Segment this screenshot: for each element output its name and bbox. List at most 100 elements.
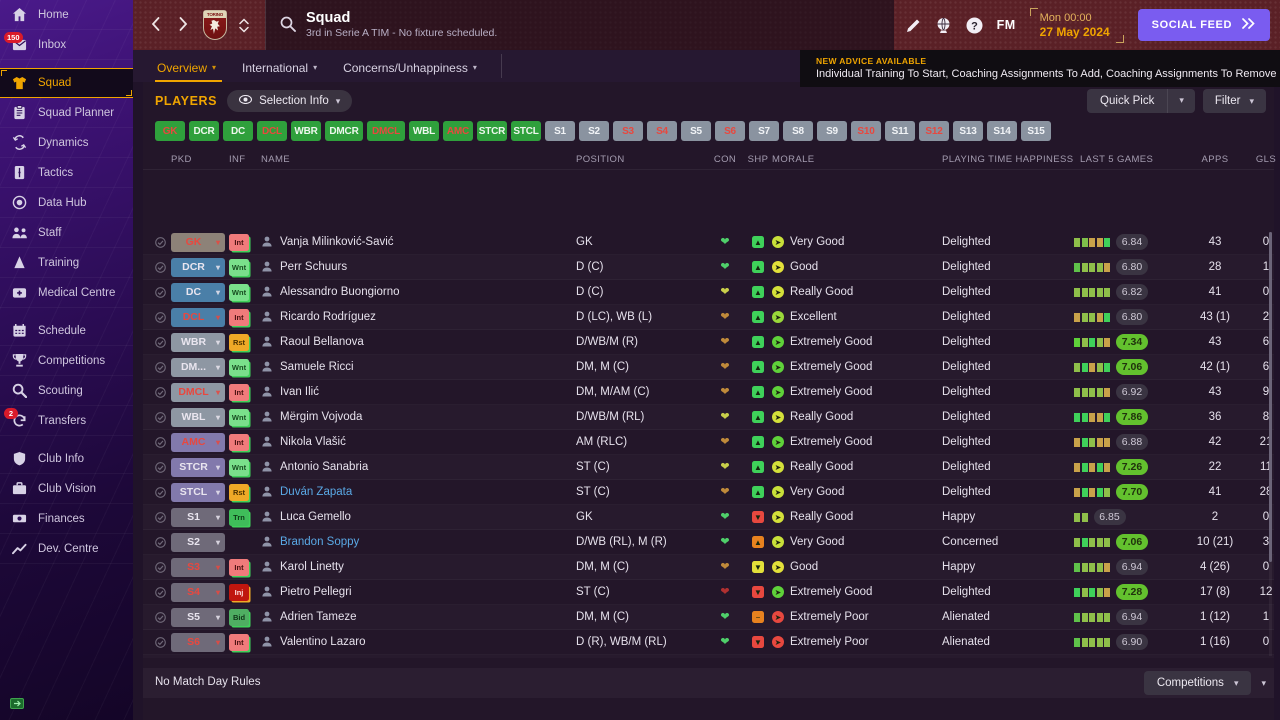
info-tag[interactable]: Wnt bbox=[229, 458, 249, 476]
position-chip-s15[interactable]: S15 bbox=[1021, 121, 1051, 141]
tab-overview[interactable]: Overview ▾ bbox=[147, 61, 232, 82]
position-chip-stcr[interactable]: STCR bbox=[477, 121, 507, 141]
player-name[interactable]: Brandon Soppy bbox=[280, 536, 360, 548]
info-tag[interactable]: Int bbox=[229, 433, 249, 451]
row-select-icon[interactable] bbox=[155, 286, 171, 298]
table-row[interactable]: S2 ▾ Brandon Soppy D/WB (RL), M (R) ❤ ▲ ➤ Very … bbox=[143, 530, 1274, 555]
row-select-icon[interactable] bbox=[155, 261, 171, 273]
expand-chevron-down-icon[interactable]: ▾ bbox=[1261, 677, 1266, 688]
table-row[interactable]: WBL ▾ Wnt Mërgim Vojvoda D/WB/M (RL) ❤ ▲ ➤ Reall… bbox=[143, 405, 1274, 430]
sidebar-item-dynamics[interactable]: Dynamics bbox=[0, 128, 133, 158]
pkd-dropdown[interactable]: STCL ▾ bbox=[171, 482, 225, 502]
pkd-dropdown[interactable]: GK ▾ bbox=[171, 232, 225, 252]
row-select-icon[interactable] bbox=[155, 636, 171, 648]
position-chip-s11[interactable]: S11 bbox=[885, 121, 915, 141]
sidebar-item-medical-centre[interactable]: Medical Centre bbox=[0, 278, 133, 308]
table-row[interactable]: S1 ▾ Trn Luca Gemello GK ❤ ▼ ➤ Really Good Happy 6… bbox=[143, 505, 1274, 530]
pkd-dropdown[interactable]: WBR ▾ bbox=[171, 332, 225, 352]
table-row[interactable]: S7▾WntYann KaramohAM (RLC), ST (C)❤▼➤Oka… bbox=[143, 655, 1274, 658]
col-con[interactable]: CON bbox=[713, 154, 737, 165]
row-select-icon[interactable] bbox=[155, 611, 171, 623]
selection-info-button[interactable]: Selection Info ▾ bbox=[227, 90, 353, 112]
filter-button[interactable]: Filter ▾ bbox=[1202, 89, 1266, 113]
social-feed-button[interactable]: SOCIAL FEED bbox=[1137, 9, 1270, 41]
row-select-icon[interactable] bbox=[155, 511, 171, 523]
col-gls[interactable]: GLS bbox=[1255, 154, 1277, 165]
table-row[interactable]: DM... ▾ Wnt Samuele Ricci DM, M (C) ❤ ▲ ➤ Extrem… bbox=[143, 355, 1274, 380]
position-chip-s2[interactable]: S2 bbox=[579, 121, 609, 141]
position-chip-wbl[interactable]: WBL bbox=[409, 121, 439, 141]
player-name[interactable]: Luca Gemello bbox=[280, 511, 351, 523]
info-tag[interactable]: Rst bbox=[229, 483, 249, 501]
sidebar-item-club-vision[interactable]: Club Vision bbox=[0, 474, 133, 504]
info-tag[interactable]: Int bbox=[229, 633, 249, 651]
table-row[interactable]: DCR ▾ Wnt Perr Schuurs D (C) ❤ ▲ ➤ Good Delighted… bbox=[143, 255, 1274, 280]
table-row[interactable]: S6 ▾ Int Valentino Lazaro D (R), WB/M (RL) ❤ ▼… bbox=[143, 630, 1274, 655]
pkd-dropdown[interactable]: S3 ▾ bbox=[171, 557, 225, 577]
table-row[interactable]: S3 ▾ Int Karol Linetty DM, M (C) ❤ ▼ ➤ Good Happy… bbox=[143, 555, 1274, 580]
player-name[interactable]: Valentino Lazaro bbox=[280, 636, 366, 648]
player-name[interactable]: Karol Linetty bbox=[280, 561, 344, 573]
position-chip-amc[interactable]: AMC bbox=[443, 121, 473, 141]
table-row[interactable]: DC ▾ Wnt Alessandro Buongiorno D (C) ❤ ▲ ➤ Reall… bbox=[143, 280, 1274, 305]
position-chip-s13[interactable]: S13 bbox=[953, 121, 983, 141]
info-tag[interactable]: Int bbox=[229, 233, 249, 251]
globe-icon[interactable] bbox=[935, 17, 952, 34]
quick-pick-button[interactable]: Quick Pick ▾ bbox=[1087, 89, 1195, 113]
advice-banner[interactable]: NEW ADVICE AVAILABLE Individual Training… bbox=[800, 50, 1280, 87]
sidebar-item-dev-centre[interactable]: Dev. Centre bbox=[0, 534, 133, 564]
forward-button[interactable] bbox=[175, 16, 191, 34]
col-inf[interactable]: INF bbox=[229, 154, 246, 165]
col-last-5-games[interactable]: LAST 5 GAMES bbox=[1080, 154, 1154, 165]
table-row[interactable]: WBR ▾ Rst Raoul Bellanova D/WB/M (R) ❤ ▲ ➤ Extre… bbox=[143, 330, 1274, 355]
row-select-icon[interactable] bbox=[155, 436, 171, 448]
position-chip-stcl[interactable]: STCL bbox=[511, 121, 541, 141]
player-name[interactable]: Samuele Ricci bbox=[280, 361, 354, 373]
position-chip-dc[interactable]: DC bbox=[223, 121, 253, 141]
sidebar-item-squad[interactable]: Squad bbox=[0, 68, 133, 98]
player-name[interactable]: Mërgim Vojvoda bbox=[280, 411, 363, 423]
table-row[interactable]: GK ▾ Int Vanja Milinković-Savić GK ❤ ▲ ➤ Very Go… bbox=[143, 230, 1274, 255]
table-row[interactable]: S5 ▾ Bid Adrien Tameze DM, M (C) ❤ − ➤ Extremely… bbox=[143, 605, 1274, 630]
pkd-dropdown[interactable]: S1 ▾ bbox=[171, 507, 225, 527]
position-chip-s10[interactable]: S10 bbox=[851, 121, 881, 141]
info-tag[interactable]: Wnt bbox=[229, 258, 249, 276]
sidebar-item-squad-planner[interactable]: Squad Planner bbox=[0, 98, 133, 128]
table-row[interactable]: STCL ▾ Rst Duván Zapata ST (C) ❤ ▲ ➤ Very Good De… bbox=[143, 480, 1274, 505]
player-name[interactable]: Vanja Milinković-Savić bbox=[280, 236, 394, 248]
col-morale[interactable]: MORALE bbox=[772, 154, 815, 165]
pkd-dropdown[interactable]: STCR ▾ bbox=[171, 457, 225, 477]
pkd-dropdown[interactable]: AMC ▾ bbox=[171, 432, 225, 452]
pkd-dropdown[interactable]: S2 ▾ bbox=[171, 532, 225, 552]
player-name[interactable]: Perr Schuurs bbox=[280, 261, 348, 273]
minimize-icon[interactable] bbox=[10, 698, 24, 712]
table-row[interactable]: AMC ▾ Int Nikola Vlašić AM (RLC) ❤ ▲ ➤ Extremely… bbox=[143, 430, 1274, 455]
position-chip-dmcr[interactable]: DMCR bbox=[325, 121, 363, 141]
col-playing-time-happiness[interactable]: PLAYING TIME HAPPINESS bbox=[942, 154, 1074, 165]
tab-concerns-unhappiness[interactable]: Concerns/Unhappiness ▾ bbox=[333, 61, 493, 82]
position-chip-s5[interactable]: S5 bbox=[681, 121, 711, 141]
pkd-dropdown[interactable]: DM... ▾ bbox=[171, 357, 225, 377]
pkd-dropdown[interactable]: DCL ▾ bbox=[171, 307, 225, 327]
row-select-icon[interactable] bbox=[155, 586, 171, 598]
position-chip-s7[interactable]: S7 bbox=[749, 121, 779, 141]
sidebar-item-inbox[interactable]: 150 Inbox bbox=[0, 30, 133, 60]
player-name[interactable]: Raoul Bellanova bbox=[280, 336, 364, 348]
row-select-icon[interactable] bbox=[155, 236, 171, 248]
position-chip-s8[interactable]: S8 bbox=[783, 121, 813, 141]
player-name[interactable]: Duván Zapata bbox=[280, 486, 353, 498]
pencil-icon[interactable] bbox=[906, 18, 921, 33]
row-select-icon[interactable] bbox=[155, 486, 171, 498]
position-chip-dcl[interactable]: DCL bbox=[257, 121, 287, 141]
sidebar-item-club-info[interactable]: Club Info bbox=[0, 444, 133, 474]
info-tag[interactable]: Trn bbox=[229, 508, 249, 526]
row-select-icon[interactable] bbox=[155, 536, 171, 548]
position-chip-gk[interactable]: GK bbox=[155, 121, 185, 141]
position-chip-s12[interactable]: S12 bbox=[919, 121, 949, 141]
table-scrollbar[interactable] bbox=[1269, 232, 1272, 656]
quick-pick-chevron-down-icon[interactable]: ▾ bbox=[1167, 89, 1195, 113]
pkd-dropdown[interactable]: S5 ▾ bbox=[171, 607, 225, 627]
player-name[interactable]: Nikola Vlašić bbox=[280, 436, 346, 448]
sidebar-item-training[interactable]: Training bbox=[0, 248, 133, 278]
row-select-icon[interactable] bbox=[155, 311, 171, 323]
